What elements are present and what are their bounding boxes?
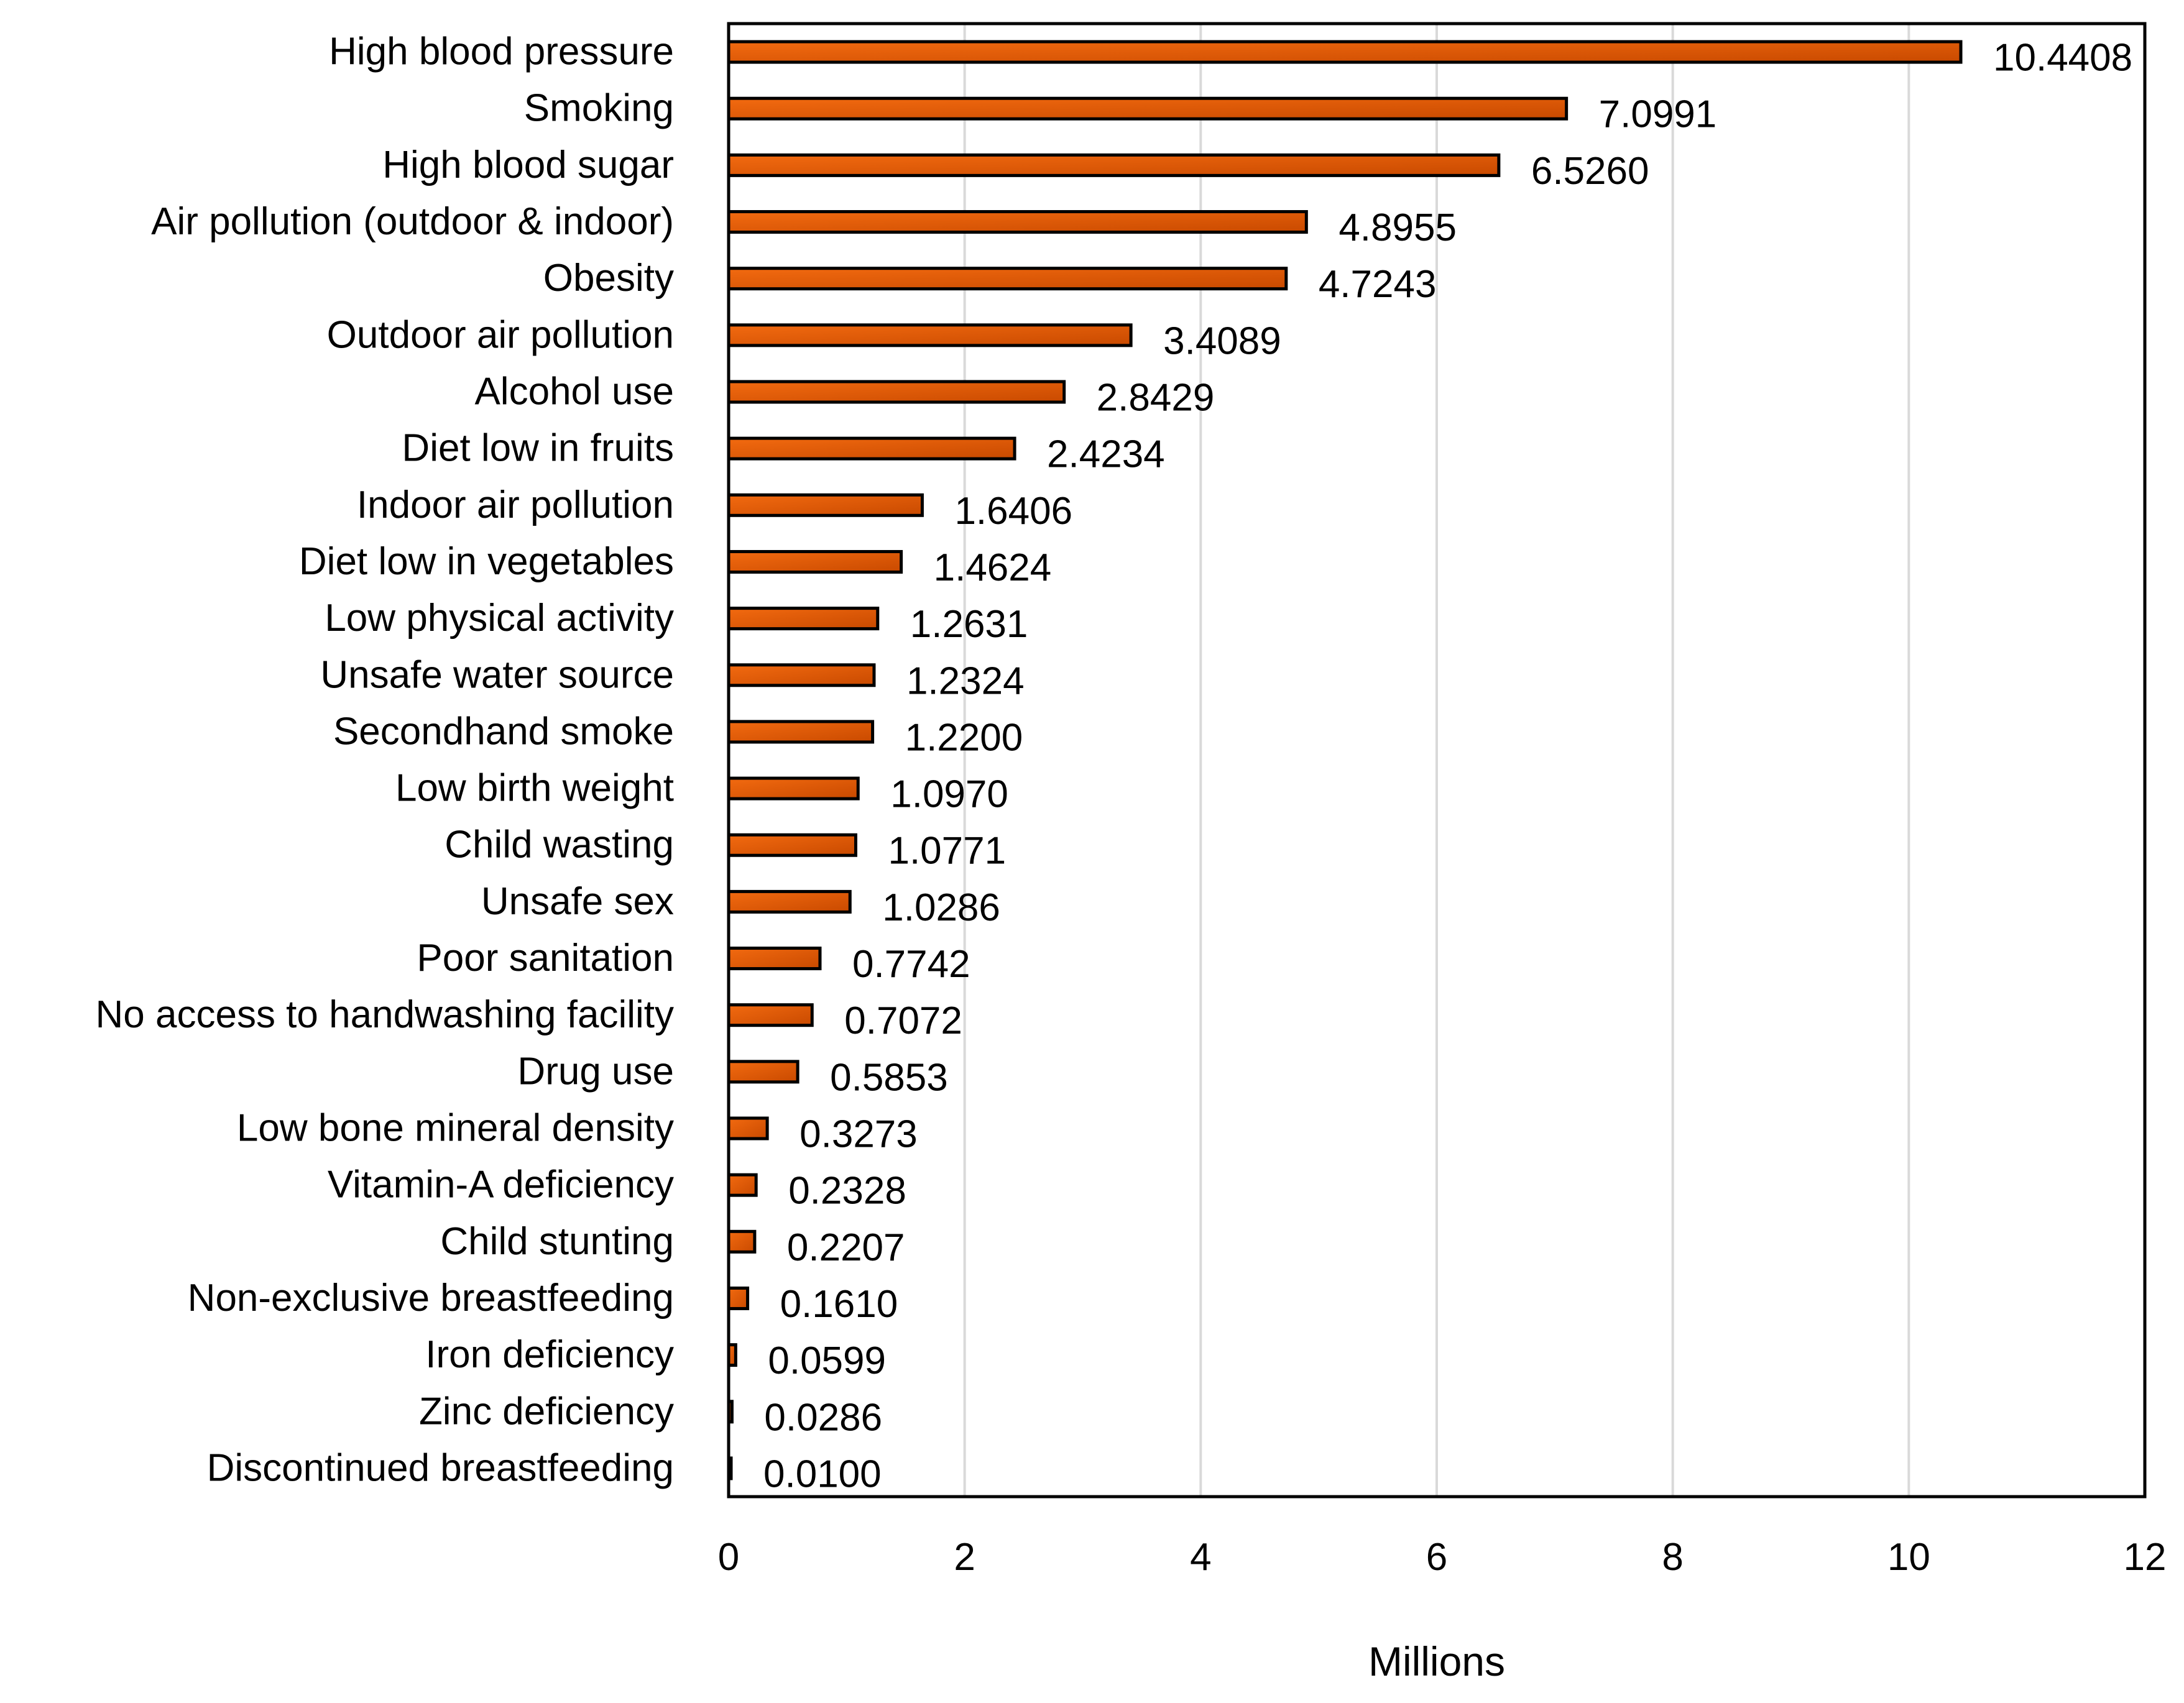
bar [727, 267, 1288, 291]
bar [727, 1003, 814, 1027]
data-label: 7.0991 [1599, 93, 1717, 136]
data-label: 10.4408 [1993, 37, 2132, 80]
category-label: Low bone mineral density [237, 1107, 674, 1150]
x-tick-label: 0 [718, 1536, 739, 1579]
bar [727, 1060, 799, 1084]
category-label: Vitamin-A deficiency [328, 1164, 674, 1206]
bar [727, 323, 1133, 347]
bar [727, 40, 1963, 64]
bar [727, 1173, 758, 1197]
bars [727, 40, 1963, 1480]
data-label: 0.5853 [830, 1056, 948, 1099]
data-label: 1.0970 [890, 773, 1008, 816]
data-label: 0.1610 [780, 1283, 898, 1326]
x-tick-label: 8 [1662, 1536, 1683, 1579]
bar [727, 1229, 757, 1254]
category-label: High blood sugar [382, 144, 674, 186]
data-label: 4.7243 [1319, 263, 1437, 306]
category-label: Iron deficiency [425, 1333, 674, 1376]
data-label: 4.8955 [1339, 206, 1457, 249]
bar [727, 720, 875, 744]
category-label: Unsafe sex [481, 880, 674, 923]
data-label: 2.4234 [1047, 433, 1165, 476]
data-label: 0.0100 [763, 1453, 882, 1495]
data-label: 0.3273 [799, 1113, 918, 1156]
x-tick-label: 2 [954, 1536, 975, 1579]
bar [727, 493, 924, 517]
category-label: Unsafe water source [320, 653, 674, 696]
bar [727, 96, 1569, 121]
data-label: 1.2631 [910, 603, 1028, 646]
category-label: Air pollution (outdoor & indoor) [151, 200, 674, 243]
category-label: Zinc deficiency [419, 1390, 674, 1433]
data-label: 0.7742 [852, 943, 970, 986]
bar [727, 663, 876, 687]
bar [727, 549, 903, 574]
category-label: Child stunting [440, 1220, 674, 1263]
category-label: Diet low in fruits [402, 427, 674, 470]
data-label: 1.4624 [934, 546, 1052, 589]
x-tick-label: 10 [1887, 1536, 1930, 1579]
category-label: Indoor air pollution [357, 484, 674, 526]
category-label: Low birth weight [395, 767, 674, 810]
x-tick-label: 4 [1190, 1536, 1211, 1579]
category-label: Drug use [517, 1050, 674, 1093]
data-label: 0.0599 [768, 1339, 886, 1382]
bar [727, 1286, 750, 1310]
x-tick-label: 12 [2124, 1536, 2167, 1579]
category-label: Poor sanitation [417, 937, 674, 980]
bar [727, 153, 1501, 177]
data-label: 0.0286 [764, 1396, 882, 1439]
category-label: Diet low in vegetables [299, 540, 674, 583]
data-label: 0.2207 [787, 1226, 905, 1269]
bar [727, 947, 822, 971]
category-labels: High blood pressure Smoking High blood sug… [96, 30, 674, 1490]
bar [727, 1116, 769, 1141]
category-label: High blood pressure [329, 30, 674, 73]
x-tick-labels: 0 2 4 6 8 10 12 [718, 1536, 2167, 1579]
category-label: Low physical activity [325, 597, 674, 640]
category-label: Child wasting [445, 824, 674, 866]
category-label: Alcohol use [474, 370, 674, 413]
bar [727, 436, 1016, 461]
category-label: Outdoor air pollution [327, 313, 674, 356]
category-label: Discontinued breastfeeding [207, 1446, 674, 1489]
data-label: 1.2324 [906, 659, 1025, 702]
category-label: Secondhand smoke [333, 710, 674, 753]
bar [727, 607, 880, 631]
category-label: Smoking [524, 87, 674, 130]
bar [727, 889, 852, 914]
category-label: No access to handwashing facility [96, 993, 674, 1036]
data-label: 0.7072 [844, 999, 962, 1042]
bar [727, 776, 860, 801]
data-label: 1.0286 [882, 886, 1000, 929]
data-label: 3.4089 [1163, 319, 1281, 362]
value-labels: 10.4408 7.0991 6.5260 4.8955 4.7243 3.4089 2.8… [763, 37, 2132, 1496]
data-label: 0.2328 [788, 1170, 906, 1213]
data-label: 1.2200 [905, 716, 1023, 759]
data-label: 1.6406 [954, 490, 1072, 533]
data-label: 1.0771 [888, 830, 1006, 873]
x-tick-label: 6 [1426, 1536, 1447, 1579]
data-label: 6.5260 [1531, 150, 1649, 193]
x-axis-title: Millions [1368, 1638, 1505, 1684]
category-label: Obesity [543, 257, 674, 300]
data-label: 2.8429 [1097, 377, 1215, 420]
category-label: Non-exclusive breastfeeding [188, 1277, 674, 1320]
bar [727, 210, 1308, 234]
plot-area-frame [727, 22, 2147, 1499]
bar [727, 380, 1066, 404]
bar [727, 833, 857, 857]
